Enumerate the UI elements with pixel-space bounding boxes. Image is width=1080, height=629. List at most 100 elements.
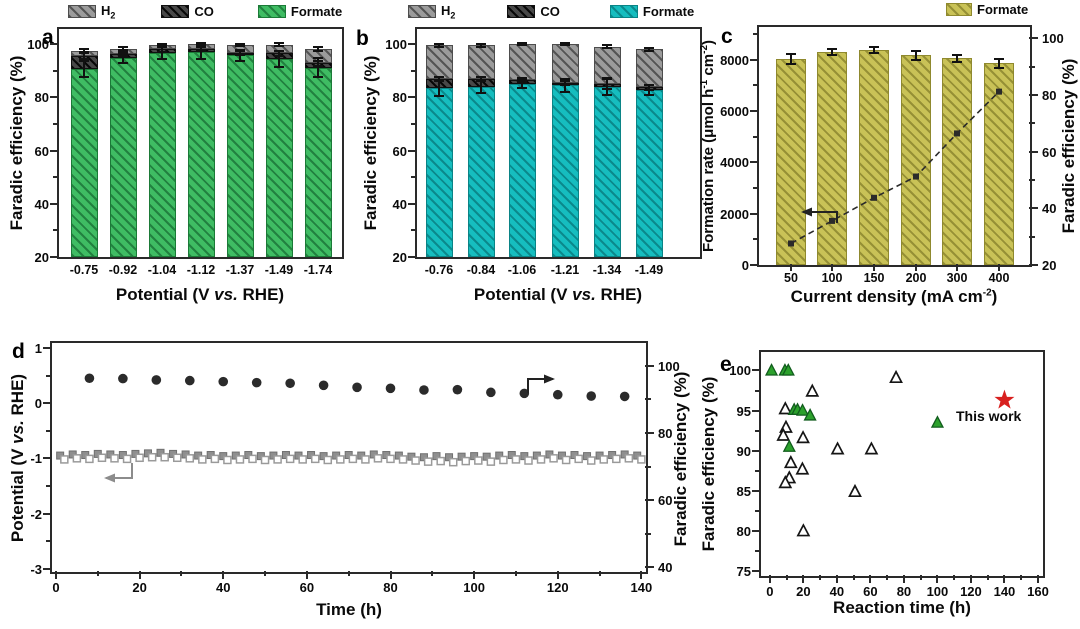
error-bar-cap [602,94,612,97]
bar-segment-formate [70,68,98,257]
y-minor-tick [753,135,758,138]
x-tick [640,571,643,579]
y-tick-label: 60 [1042,144,1057,160]
y-tick-label: 6000 [720,104,749,120]
h2-swatch-icon [408,5,436,19]
y-minor-tick [753,238,758,241]
y-tick-label: 60 [392,143,407,159]
x-tick-label: 60 [863,584,878,599]
error-bar-cap [827,53,837,56]
legend-label-formate: Formate [642,4,695,20]
error-bar-cap [952,60,962,63]
y-tick-label: 85 [736,483,751,499]
error-bar-cap [560,41,570,44]
x-tick-label: 40 [829,584,845,599]
error-bar-cap [434,79,444,82]
legend-item-formate: Formate [946,2,1028,17]
panel-d-right-y-axis-title: Faradic efficiency (%) [671,371,690,547]
panel-a-plot: 100 80 60 40 20 -0.75 -0.92 -1.04 -1.12 -1.37 -1.4… [27,27,344,276]
error-bar [564,42,566,46]
error-bar-cap [313,75,323,78]
panel-a-y-axis-title: Faradic efficiency (%) [7,55,26,231]
y-tick [1029,207,1038,210]
error-bar [278,43,280,47]
y-minor-tick [1029,65,1035,68]
x-tick [902,575,905,583]
x-tick [936,575,939,583]
error-bar-cap [434,75,444,78]
panel-d-x-axis-title: Time (h) [316,600,382,619]
error-bar-cap [476,92,486,95]
error-bar-cap [157,46,167,49]
bar-segment-h2 [635,49,663,88]
y-tick [50,43,58,46]
x-minor-tick [953,575,956,580]
error-bar-cap [196,49,206,52]
y-minor-tick [755,429,760,432]
panel-b-plot: 100 80 60 40 20 -0.76 -0.84 -1.06 -1.21 -1.34 -1.4… [385,27,702,276]
error-bar [998,58,1000,68]
error-bar-cap [644,49,654,52]
error-bar-cap [869,51,879,54]
error-bar-cap [313,49,323,52]
y-minor-tick [46,374,51,377]
error-bar-cap [157,42,167,45]
error-bar-cap [434,95,444,98]
error-bar-cap [79,75,89,78]
y-tick [752,449,760,452]
x-tick-label: -0.84 [466,263,496,277]
y-minor-tick [1029,122,1035,125]
error-bar-cap [157,58,167,61]
bar-segment-formate [265,58,293,257]
bar-formate [984,63,1014,265]
y-minor-tick [53,176,58,179]
bar-segment-h2 [551,44,579,83]
bar-segment-formate [635,89,663,257]
x-tick-label: -1.74 [303,263,333,277]
panel-b-x-axis-title: Potential (V vs. RHE) [473,285,643,304]
error-bar-cap [517,81,527,84]
y-minor-tick [755,389,760,392]
error-bar [122,51,124,57]
error-bar-cap [274,45,284,48]
y-tick [43,346,51,349]
panel-d-plot: 1 0 -1 -2 -3 100 80 60 40 0 20 40 60 80 100 120 140 [30,341,680,594]
error-bar-cap [560,79,570,82]
y-tick-label: 1 [34,340,42,356]
y-tick [752,489,760,492]
x-tick-label: 20 [796,584,811,599]
error-bar [239,50,241,55]
panel-a-x-axis-title: Potential (V vs. RHE) [115,285,285,304]
error-bar [648,84,650,90]
y-tick-label: 95 [736,403,751,419]
error-bar-cap [602,77,612,80]
error-bar-cap [869,45,879,48]
error-bar [521,77,523,83]
x-tick-label: 0 [52,580,60,595]
y-tick-label: 100 [729,363,751,379]
panel-b-legend: H2 CO Formate [408,3,694,21]
x-tick [768,575,771,583]
error-bar-cap [118,55,128,58]
y-tick-label: 20 [392,250,407,265]
x-minor-tick [1020,575,1023,580]
error-bar [317,60,319,66]
error-bar [317,58,319,77]
error-bar [438,80,440,97]
y-tick [750,58,758,61]
x-tick-label: -0.76 [424,263,454,277]
x-minor-tick [514,571,517,576]
y-minor-tick [46,540,51,543]
error-bar-cap [79,57,89,60]
error-bar-cap [313,46,323,49]
error-bar-cap [602,44,612,47]
y-tick [645,499,654,502]
error-bar [606,45,608,49]
error-bar [278,50,280,57]
y-tick-label: 40 [392,196,407,212]
x-tick-label: -1.34 [592,263,622,277]
panel-letter-b: b [356,27,369,50]
y-minor-tick [753,84,758,87]
y-tick-label: -2 [30,506,42,522]
